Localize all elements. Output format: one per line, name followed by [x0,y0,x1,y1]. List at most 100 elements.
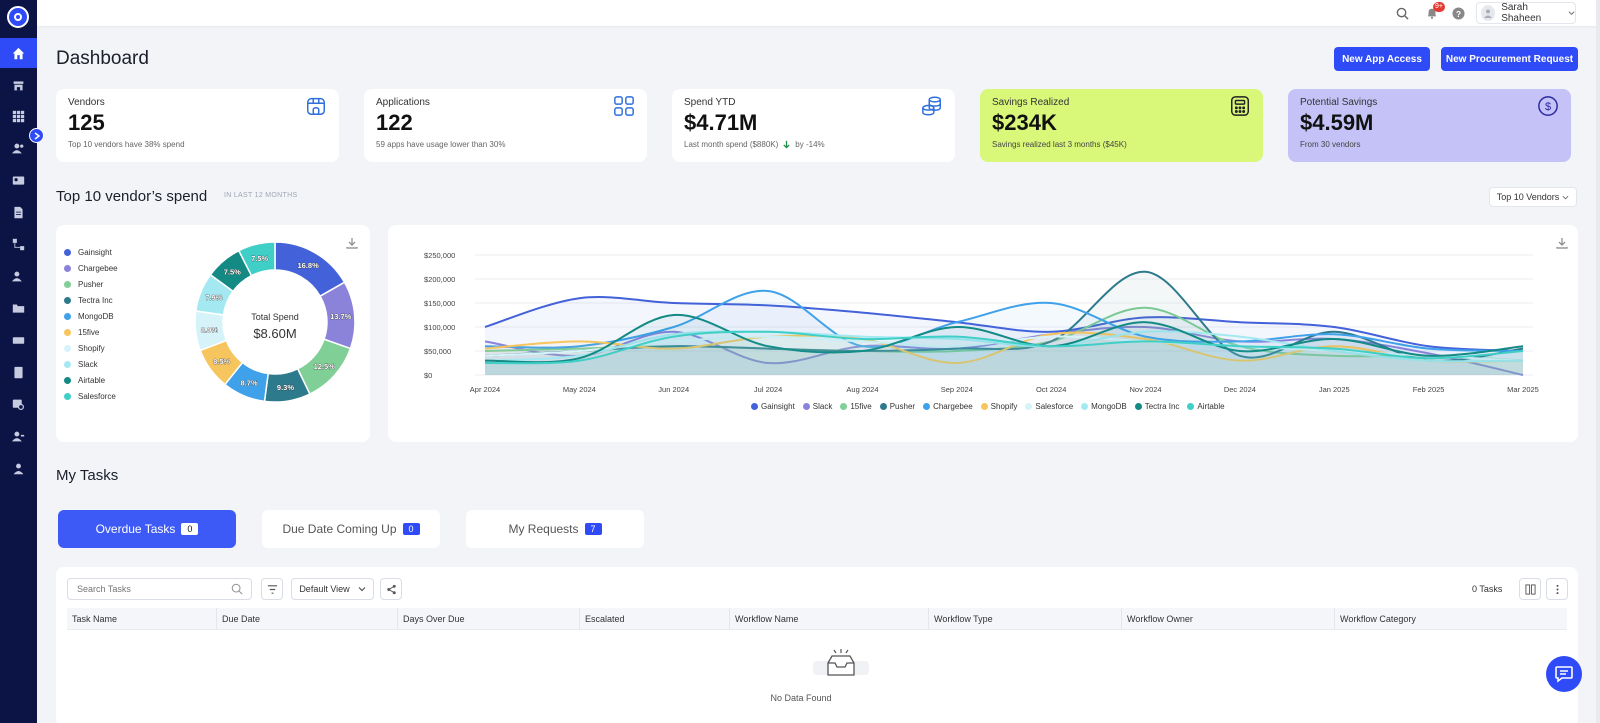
view-select[interactable]: Default View [291,578,374,600]
more-options-button[interactable] [1546,578,1568,600]
kpi-card-savings-realized[interactable]: Savings Realized $234K Savings realized … [980,89,1263,162]
legend-dot [1187,403,1195,410]
legend-label: Shopify [990,402,1018,411]
page-scrollbar[interactable] [1596,0,1600,723]
series-line-chargebee[interactable] [484,289,1524,352]
search-tasks-input[interactable] [67,578,252,600]
series-line-airtable[interactable] [484,330,1524,365]
legend-item[interactable]: 15five [840,402,872,411]
donut-slice-label: 8.5% [213,357,230,366]
kpi-card-vendors[interactable]: Vendors 125 Top 10 vendors have 38% spen… [56,89,339,162]
user-check-icon [12,271,22,281]
notifications-button[interactable]: 9+ [1423,2,1445,22]
column-escalated[interactable]: Escalated [580,608,730,629]
notification-badge: 9+ [1433,2,1445,12]
help-button[interactable]: ? [1449,4,1467,22]
kpi-label: Potential Savings [1300,97,1378,108]
legend-label: Slack [812,402,833,411]
legend-item[interactable]: Slack [64,356,118,372]
sidebar-item-tickets[interactable] [0,325,37,355]
column-workflow-category[interactable]: Workflow Category [1340,613,1416,624]
download-icon[interactable] [346,237,358,249]
sidebar-item-user-access[interactable] [0,261,37,291]
user-menu[interactable]: Sarah Shaheen [1476,2,1576,24]
donut-slice-salesforce[interactable] [237,241,276,277]
sidebar-item-folders[interactable] [0,293,37,323]
column-task-name[interactable]: Task Name [67,608,217,629]
sidebar-expand-button[interactable] [29,128,44,143]
legend-item[interactable]: Salesforce [1025,402,1073,411]
legend-item[interactable]: Salesforce [64,388,118,404]
sidebar-item-reports[interactable] [0,357,37,387]
legend-item[interactable]: 15five [64,324,118,340]
legend-item[interactable]: MongoDB [1081,402,1127,411]
sidebar-item-vendors[interactable] [0,70,37,100]
series-line-mongodb[interactable] [484,330,1524,363]
tab-count: 7 [584,523,602,535]
share-button[interactable] [380,578,402,600]
series-area [485,271,1523,375]
sidebar-item-profile[interactable] [0,453,37,483]
sidebar-item-applications[interactable] [0,101,37,131]
legend-item[interactable]: Slack [802,402,833,411]
legend-item[interactable]: Shopify [980,402,1018,411]
chevron-down-icon [1562,195,1569,199]
legend-item[interactable]: Chargebee [923,402,973,411]
legend-item[interactable]: Tectra Inc [1134,402,1179,411]
sidebar-item-home[interactable] [0,38,37,68]
column-workflow-type[interactable]: Workflow Type [929,608,1122,629]
apps-grid-icon [12,110,25,122]
column-days-over-due[interactable]: Days Over Due [398,608,580,629]
legend-item[interactable]: Pusher [64,276,118,292]
top-vendors-select[interactable]: Top 10 Vendors [1489,187,1577,207]
kpi-card-spend-ytd[interactable]: Spend YTD $4.71M Last month spend ($880K… [672,89,955,162]
column-workflow-owner[interactable]: Workflow Owner [1122,608,1335,629]
legend-item[interactable]: Shopify [64,340,118,356]
series-line-shopify[interactable] [484,331,1524,365]
y-tick-label: $50,000 [424,347,451,356]
sidebar-item-documents[interactable] [0,197,37,227]
legend-item[interactable]: Pusher [879,402,915,411]
new-app-access-button[interactable]: New App Access [1334,47,1430,71]
sidebar-item-team[interactable] [0,421,37,451]
column-workflow-name[interactable]: Workflow Name [730,608,929,629]
kpi-value: $4.71M [684,110,758,135]
store-icon [13,80,24,90]
column-due-date[interactable]: Due Date [217,608,398,629]
new-procurement-request-button[interactable]: New Procurement Request [1441,47,1578,71]
series-line-gainsight[interactable] [484,296,1524,352]
download-icon[interactable] [1556,237,1568,249]
sidebar-item-users[interactable] [0,133,37,163]
app-logo[interactable] [7,6,29,28]
sidebar-item-discovery[interactable] [0,389,37,419]
legend-item[interactable]: MongoDB [64,308,118,324]
filter-button[interactable] [261,578,283,600]
legend-label: Airtable [78,375,106,385]
tab-due-date-coming-up[interactable]: Due Date Coming Up 0 [262,510,440,548]
chevron-down-icon [1568,11,1575,15]
search-button[interactable] [1393,4,1411,22]
tab-overdue-tasks[interactable]: Overdue Tasks 0 [58,510,236,548]
legend-item[interactable]: Airtable [1187,402,1225,411]
chat-support-button[interactable] [1546,656,1582,692]
series-line-tectra-inc[interactable] [484,313,1524,364]
legend-item[interactable]: Tectra Inc [64,292,118,308]
legend-item[interactable]: Chargebee [64,260,118,276]
donut-slice-label: 7.5% [224,268,241,277]
kpi-card-applications[interactable]: Applications 122 59 apps have usage lowe… [364,89,647,162]
series-area [485,290,1523,375]
tab-my-requests[interactable]: My Requests 7 [466,510,644,548]
kpi-card-potential-savings[interactable]: Potential Savings $4.59M From 30 vendors… [1288,89,1571,162]
sidebar-item-workflows[interactable] [0,229,37,259]
legend-item[interactable]: Gainsight [751,402,795,411]
tab-count: 0 [181,523,199,535]
legend-item[interactable]: Gainsight [64,244,118,260]
kpi-value: $234K [992,110,1057,135]
sidebar-item-contracts[interactable] [0,165,37,195]
kpi-subtext: Last month spend ($880K) by -14% [684,140,825,149]
x-tick-label: Apr 2024 [470,385,500,394]
columns-button[interactable] [1519,578,1541,600]
kpi-trend: by -14% [795,140,825,149]
legend-item[interactable]: Airtable [64,372,118,388]
x-tick-label: Dec 2024 [1224,385,1256,394]
